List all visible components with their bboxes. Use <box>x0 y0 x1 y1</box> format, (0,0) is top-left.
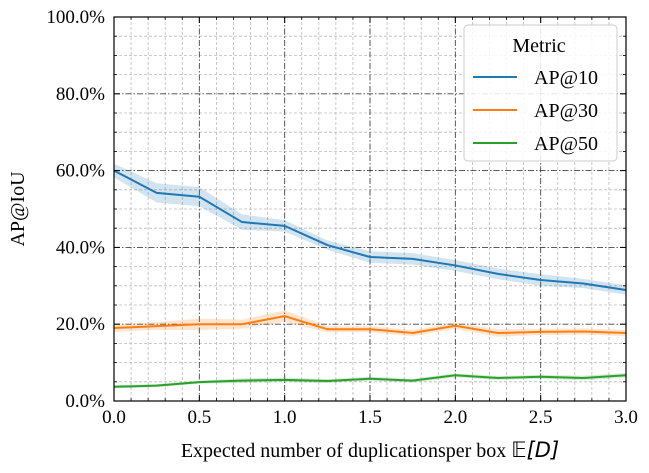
x-tick-label: 2.5 <box>529 407 553 428</box>
series-line-ap-10 <box>113 169 627 292</box>
y-tick-label: 40.0% <box>56 237 105 258</box>
confidence-band-ap-50 <box>114 372 626 389</box>
x-axis-label-math: 𝔼[D] <box>511 438 559 462</box>
legend-label-ap-30: AP@30 <box>534 100 598 122</box>
legend-box <box>463 24 618 162</box>
legend: Metric AP@10 AP@30 AP@50 <box>463 24 618 162</box>
y-tick-label: 80.0% <box>56 84 105 105</box>
y-tick-label: 0.0% <box>65 391 105 412</box>
x-axis-label: Expected number of duplicationsper box 𝔼… <box>181 438 559 462</box>
grid <box>114 17 626 401</box>
x-tick-label: 2.0 <box>443 407 467 428</box>
legend-title: Metric <box>512 35 565 57</box>
legend-label-ap-50: AP@50 <box>534 133 598 155</box>
x-tick-labels: 0.0 0.5 1.0 1.5 2.0 2.5 3.0 <box>102 407 638 428</box>
x-tick-label: 0.5 <box>187 407 211 428</box>
y-tick-label: 100.0% <box>46 7 105 28</box>
x-tick-label: 1.0 <box>273 407 297 428</box>
series-lines <box>113 169 627 388</box>
confidence-band-ap-30 <box>114 310 626 337</box>
series-line-ap-50 <box>113 374 627 388</box>
confidence-band-ap-10 <box>114 163 626 295</box>
axis-ticks <box>113 16 627 402</box>
y-tick-label: 60.0% <box>56 161 105 182</box>
y-tick-label: 20.0% <box>56 314 105 335</box>
y-axis-label: AP@IoU <box>7 171 29 247</box>
x-tick-label: 0.0 <box>102 407 126 428</box>
legend-label-ap-10: AP@10 <box>534 67 598 89</box>
confidence-bands <box>114 163 626 389</box>
y-tick-labels: 0.0% 20.0% 40.0% 60.0% 80.0% 100.0% <box>46 7 105 412</box>
series-line-ap-30 <box>113 315 627 335</box>
x-tick-label: 1.5 <box>358 407 382 428</box>
x-tick-label: 3.0 <box>614 407 638 428</box>
legend-items: AP@10 AP@30 AP@50 <box>473 67 598 155</box>
